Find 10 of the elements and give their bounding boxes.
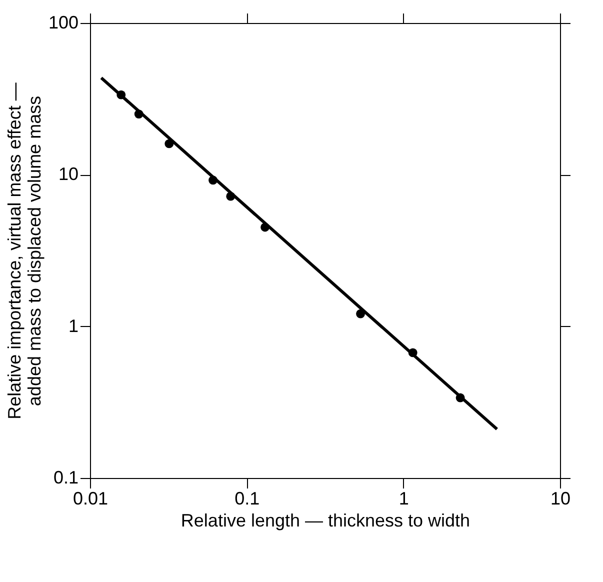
x-tick-label: 0.01 [72, 488, 108, 508]
x-tick-label: 0.1 [234, 488, 260, 508]
y-tick-label: 100 [48, 12, 78, 32]
y-tick-label: 1 [68, 316, 78, 336]
x-tick-label: 10 [550, 488, 571, 508]
x-axis-title: Relative length — thickness to width [180, 510, 470, 530]
x-tick-label: 1 [398, 488, 409, 508]
y-tick-label: 0.1 [53, 468, 78, 488]
y-axis-title: Relative importance, virtual mass effect — added mass to displaced volume mass [4, 82, 44, 420]
y-tick-label: 10 [58, 164, 78, 184]
